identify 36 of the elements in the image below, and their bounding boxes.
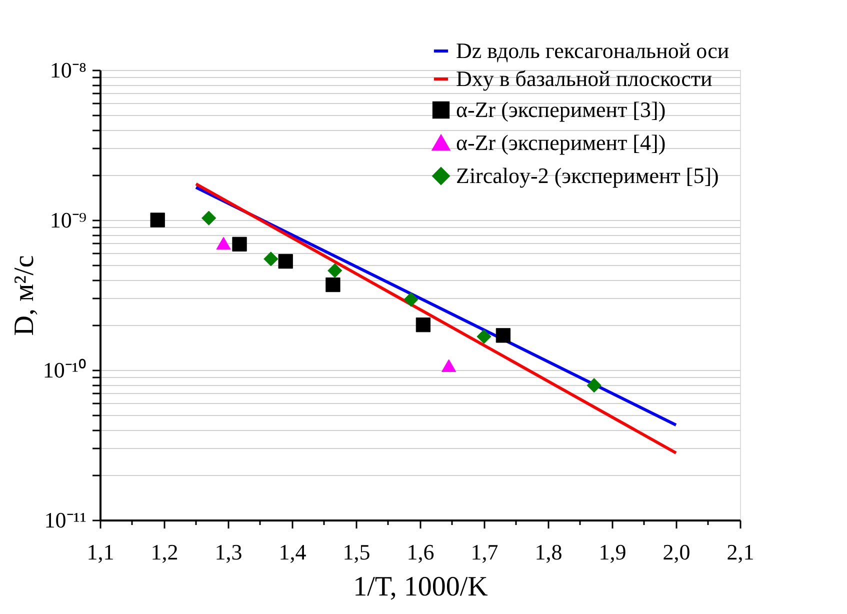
point — [416, 318, 431, 332]
x-tick-label: 1,8 — [534, 540, 562, 564]
y-tick-label: 10⁻⁹ — [50, 208, 87, 232]
point — [216, 236, 231, 250]
point — [264, 252, 278, 266]
x-tick-label: 1,5 — [342, 540, 370, 564]
y-tick-label: 10⁻⁸ — [50, 58, 86, 82]
point — [278, 254, 293, 269]
point — [586, 378, 602, 393]
point — [404, 292, 418, 307]
x-tick-label: 1,4 — [278, 540, 306, 564]
x-tick-label: 2,0 — [662, 540, 690, 564]
x-tick-label: 1,9 — [598, 540, 626, 564]
x-tick-label: 1,2 — [150, 540, 178, 564]
y-tick-label: 10⁻¹⁰ — [42, 358, 86, 382]
x-tick-label: 1,1 — [86, 540, 114, 564]
x-axis-title: 1/T, 1000/K — [353, 572, 488, 602]
point — [232, 236, 247, 252]
x-tick-label: 1,6 — [406, 540, 434, 564]
y-axis-title: D, м²/с — [8, 255, 40, 336]
point — [326, 277, 340, 292]
x-tick-label: 2,1 — [726, 540, 754, 564]
legend-label: Dz вдоль гексагональной оси — [456, 38, 730, 63]
point — [150, 212, 165, 228]
y-tick-label: 10⁻¹¹ — [44, 508, 86, 532]
x-tick-label: 1,7 — [470, 540, 498, 564]
point — [441, 359, 456, 372]
point — [201, 210, 216, 226]
x-tick-label: 1,3 — [214, 540, 242, 564]
legend-label: α-Zr (эксперимент [3]) — [456, 97, 666, 122]
point — [496, 328, 511, 343]
point — [328, 263, 342, 278]
legend-label: Zircaloy-2 (эксперимент [5]) — [456, 163, 719, 188]
legend-label: α-Zr (эксперимент [4]) — [456, 130, 666, 155]
legend-label: Dxy в базальной плоскости — [456, 66, 713, 91]
point — [476, 329, 492, 344]
